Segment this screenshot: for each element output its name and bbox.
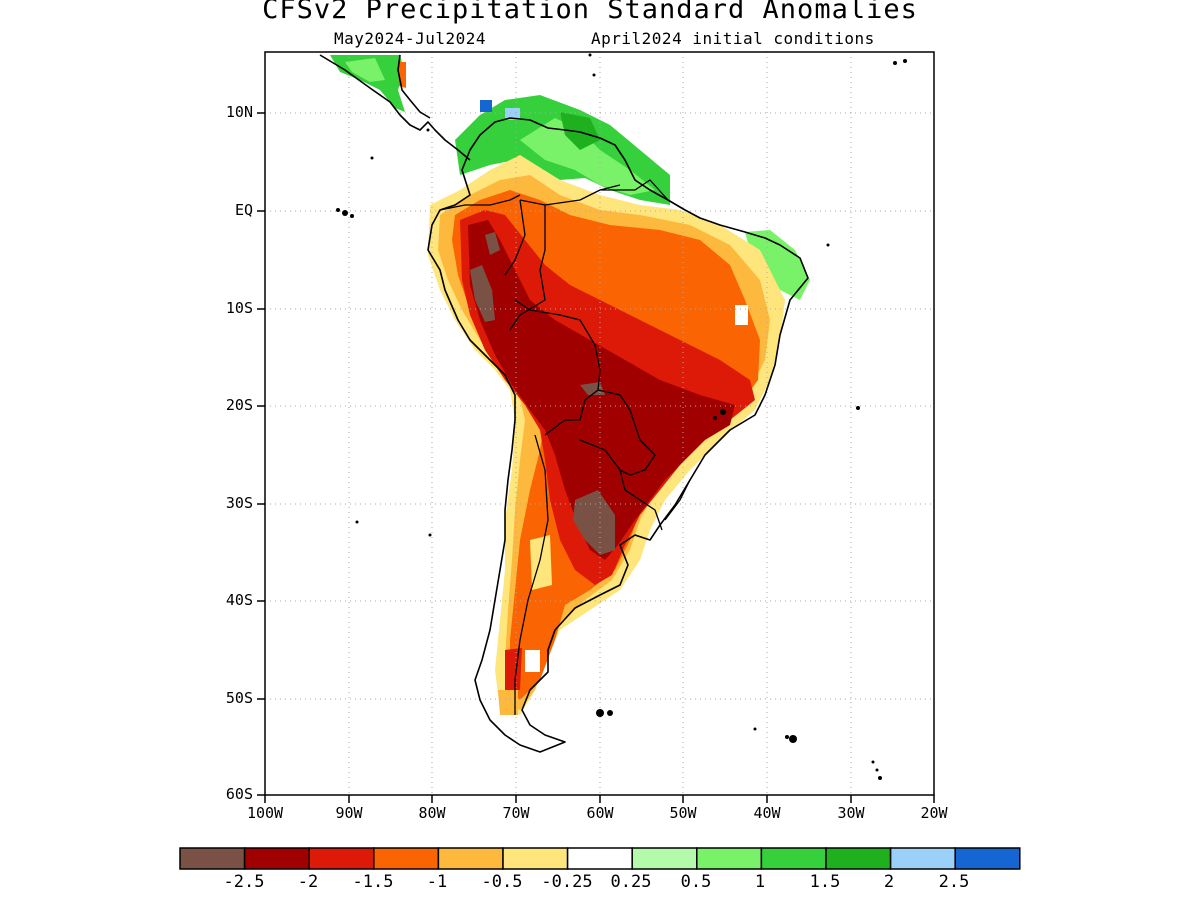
lat-label-eq: EQ bbox=[234, 201, 253, 219]
brown-region-peru bbox=[470, 265, 495, 322]
northern-darker-green bbox=[560, 112, 600, 150]
anomaly-field bbox=[330, 55, 810, 715]
lon-label-70w: 70W bbox=[502, 804, 530, 822]
colorbar-swatch bbox=[566, 847, 633, 870]
lon-label-90w: 90W bbox=[335, 804, 363, 822]
colorbar-label: -1 bbox=[426, 872, 448, 892]
country-borders bbox=[439, 179, 691, 715]
central-america-light-green bbox=[345, 58, 385, 82]
colorbar-swatch bbox=[954, 847, 1021, 870]
axis-ticks bbox=[257, 112, 935, 803]
white-pocket-brazil bbox=[735, 305, 748, 325]
colorbar-label: 2.5 bbox=[938, 872, 970, 892]
colorbar bbox=[179, 847, 1021, 870]
lat-label-20s: 20S bbox=[225, 396, 253, 414]
brown-region-andes bbox=[485, 232, 500, 255]
white-pocket-patagonia bbox=[525, 650, 540, 672]
colorbar-swatch bbox=[760, 847, 827, 870]
lon-label-20w: 20W bbox=[920, 804, 948, 822]
lat-label-30s: 30S bbox=[225, 494, 253, 512]
colorbar-label: 0.5 bbox=[680, 872, 712, 892]
northern-light-green bbox=[520, 118, 655, 195]
colorbar-swatch bbox=[825, 847, 892, 870]
colorbar-swatch bbox=[502, 847, 569, 870]
northeast-green-region bbox=[745, 230, 810, 300]
chart-title: CFSv2 Precipitation Standard Anomalies bbox=[262, 0, 918, 25]
lat-label-10n: 10N bbox=[225, 103, 253, 121]
lat-label-10s: 10S bbox=[225, 299, 253, 317]
subtitle-period: May2024-Jul2024 bbox=[334, 29, 486, 48]
yellow-patch-southern-chile bbox=[498, 690, 518, 715]
brown-region-argentina bbox=[573, 490, 615, 555]
south-america-coastline bbox=[427, 117, 809, 753]
lat-label-40s: 40S bbox=[225, 591, 253, 609]
colorbar-label: -0.5 bbox=[481, 872, 523, 892]
subtitle-initial-conditions: April2024 initial conditions bbox=[591, 29, 875, 48]
colorbar-swatch bbox=[696, 847, 763, 870]
colorbar-label: 1 bbox=[754, 872, 766, 892]
colorbar-swatch bbox=[308, 847, 375, 870]
lat-label-50s: 50S bbox=[225, 689, 253, 707]
lon-label-40w: 40W bbox=[753, 804, 781, 822]
red-patch-patagonia bbox=[505, 648, 522, 690]
colorbar-label: -1.5 bbox=[352, 872, 394, 892]
lon-label-80w: 80W bbox=[418, 804, 446, 822]
colorbar-label: 1.5 bbox=[809, 872, 841, 892]
colorbar-swatch bbox=[437, 847, 504, 870]
colorbar-label: -2.5 bbox=[223, 872, 265, 892]
colorbar-swatch bbox=[373, 847, 440, 870]
lon-label-30w: 30W bbox=[837, 804, 865, 822]
colorbar-label: 2 bbox=[883, 872, 895, 892]
lon-label-50w: 50W bbox=[669, 804, 697, 822]
central-america-coastline bbox=[319, 54, 471, 161]
colorbar-swatch bbox=[243, 847, 310, 870]
colorbar-label: -2 bbox=[297, 872, 319, 892]
coastlines bbox=[319, 54, 809, 753]
lon-label-100w: 100W bbox=[246, 804, 284, 822]
colorbar-swatch bbox=[889, 847, 956, 870]
colorbar-label: -0.25 bbox=[541, 872, 593, 892]
colorbar-label: 0.25 bbox=[610, 872, 652, 892]
central-america-green-region bbox=[330, 55, 405, 112]
caribbean-blue-cell bbox=[480, 100, 492, 112]
colorbar-swatch bbox=[631, 847, 698, 870]
colorbar-swatch bbox=[179, 847, 246, 870]
lat-label-60s: 60S bbox=[225, 785, 253, 803]
islands bbox=[336, 53, 907, 780]
lon-label-60w: 60W bbox=[586, 804, 614, 822]
